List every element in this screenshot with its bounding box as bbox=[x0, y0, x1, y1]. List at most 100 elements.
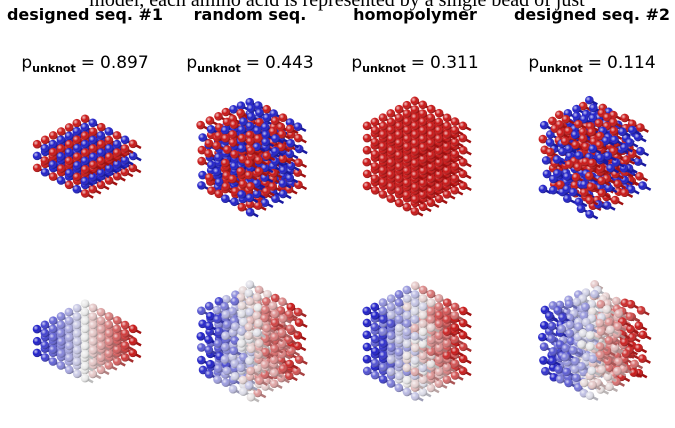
bead-shine bbox=[65, 181, 74, 190]
bead-shine bbox=[387, 303, 396, 312]
bead-shine bbox=[363, 355, 372, 364]
bead-shine bbox=[262, 324, 271, 333]
bead-shine bbox=[81, 148, 90, 157]
probability-subscript: unknot bbox=[539, 62, 583, 75]
bead-shine bbox=[41, 329, 50, 338]
bead-shine bbox=[113, 333, 122, 342]
bead-shine bbox=[435, 170, 444, 179]
bead-shine bbox=[427, 151, 436, 160]
bead-shine bbox=[271, 318, 280, 327]
bead-shine bbox=[81, 316, 90, 325]
bead-shine bbox=[443, 113, 452, 122]
bead-shine bbox=[443, 363, 452, 372]
bead-shine bbox=[237, 363, 246, 372]
bead-shine bbox=[403, 388, 412, 397]
bead-shine bbox=[97, 169, 106, 178]
bead-shine bbox=[81, 299, 90, 308]
bead-shine bbox=[419, 135, 428, 144]
bead-shine bbox=[443, 166, 452, 175]
bead-shine bbox=[49, 333, 58, 342]
bead-shine bbox=[231, 372, 240, 381]
bead-shine bbox=[387, 355, 396, 364]
bead-shine bbox=[402, 191, 411, 200]
bead-shine bbox=[403, 117, 412, 126]
bead-shine bbox=[411, 130, 420, 139]
bead-shine bbox=[205, 139, 214, 148]
bead-shine bbox=[451, 162, 460, 171]
bead-shine bbox=[419, 202, 428, 211]
figure-canvas: model, each amino acid is represented by… bbox=[0, 0, 675, 428]
bead-shine bbox=[204, 335, 213, 344]
bead-shine bbox=[542, 156, 551, 165]
bead-shine bbox=[113, 172, 122, 181]
bead-shine bbox=[197, 181, 206, 190]
bead-shine bbox=[73, 329, 82, 338]
bead-shine bbox=[277, 123, 286, 132]
bead-shine bbox=[459, 181, 468, 190]
bead-shine bbox=[197, 343, 206, 352]
bead-shine bbox=[49, 345, 58, 354]
cut-text: model, each amino acid is represented by… bbox=[89, 0, 585, 11]
bead-shine bbox=[205, 302, 214, 311]
bead-shine bbox=[451, 347, 460, 356]
bead-shine bbox=[411, 344, 420, 353]
bead-shine bbox=[451, 174, 460, 183]
bead-shine bbox=[33, 337, 42, 346]
bead-shine bbox=[246, 146, 255, 155]
bead-shine bbox=[379, 375, 388, 384]
bead-shine bbox=[237, 310, 246, 319]
bead-shine bbox=[395, 105, 404, 114]
bead-shine bbox=[427, 315, 436, 324]
bead-shine bbox=[113, 324, 122, 333]
bead-shine bbox=[395, 151, 404, 160]
bead-shine bbox=[403, 311, 412, 320]
bead-shine bbox=[459, 122, 468, 131]
bead-shine bbox=[65, 316, 74, 325]
bead-shine bbox=[33, 152, 42, 161]
bead-shine bbox=[57, 176, 66, 185]
bead-shine bbox=[223, 145, 232, 154]
bead-shine bbox=[286, 139, 295, 148]
bead-shine bbox=[363, 182, 372, 191]
bead-shine bbox=[262, 187, 271, 196]
bead-shine bbox=[419, 126, 428, 135]
bead-shine bbox=[49, 316, 58, 325]
bead-shine bbox=[387, 331, 396, 340]
bead-shine bbox=[427, 198, 436, 207]
bead-shine bbox=[246, 297, 255, 306]
bead-shine bbox=[105, 152, 114, 161]
bead-shine bbox=[403, 167, 412, 176]
bead-shine bbox=[435, 311, 444, 320]
bead-shine bbox=[419, 143, 428, 152]
bead-shine bbox=[363, 343, 372, 352]
bead-shine bbox=[419, 328, 428, 337]
bead-shine bbox=[113, 131, 122, 140]
bead-shine bbox=[419, 286, 428, 295]
bead-shine bbox=[379, 363, 388, 372]
bead-shine bbox=[379, 351, 388, 360]
bead-shine bbox=[403, 142, 412, 151]
molecule-render bbox=[539, 96, 651, 219]
probability-label: punknot=0.897 bbox=[21, 53, 148, 75]
bead-shine bbox=[254, 156, 263, 165]
bead-shine bbox=[370, 303, 379, 312]
bead-shine bbox=[73, 346, 82, 355]
bead-shine bbox=[97, 333, 106, 342]
bead-shine bbox=[97, 131, 106, 140]
bead-shine bbox=[443, 154, 452, 163]
bead-shine bbox=[81, 140, 90, 149]
bead-shine bbox=[638, 181, 647, 190]
bead-shine bbox=[81, 114, 90, 123]
panel-title: designed seq. #2 bbox=[514, 5, 670, 24]
bead-shine bbox=[221, 343, 230, 352]
bead-shine bbox=[81, 325, 90, 334]
bead-shine bbox=[57, 320, 66, 329]
probability-symbol: p bbox=[351, 53, 362, 73]
bead-shine bbox=[418, 109, 427, 118]
bead-shine bbox=[363, 331, 372, 340]
bead-shine bbox=[427, 298, 436, 307]
bead-shine bbox=[363, 121, 372, 130]
bead-shine bbox=[411, 368, 420, 377]
bead-shine bbox=[105, 320, 114, 329]
bead-shine bbox=[97, 156, 106, 165]
